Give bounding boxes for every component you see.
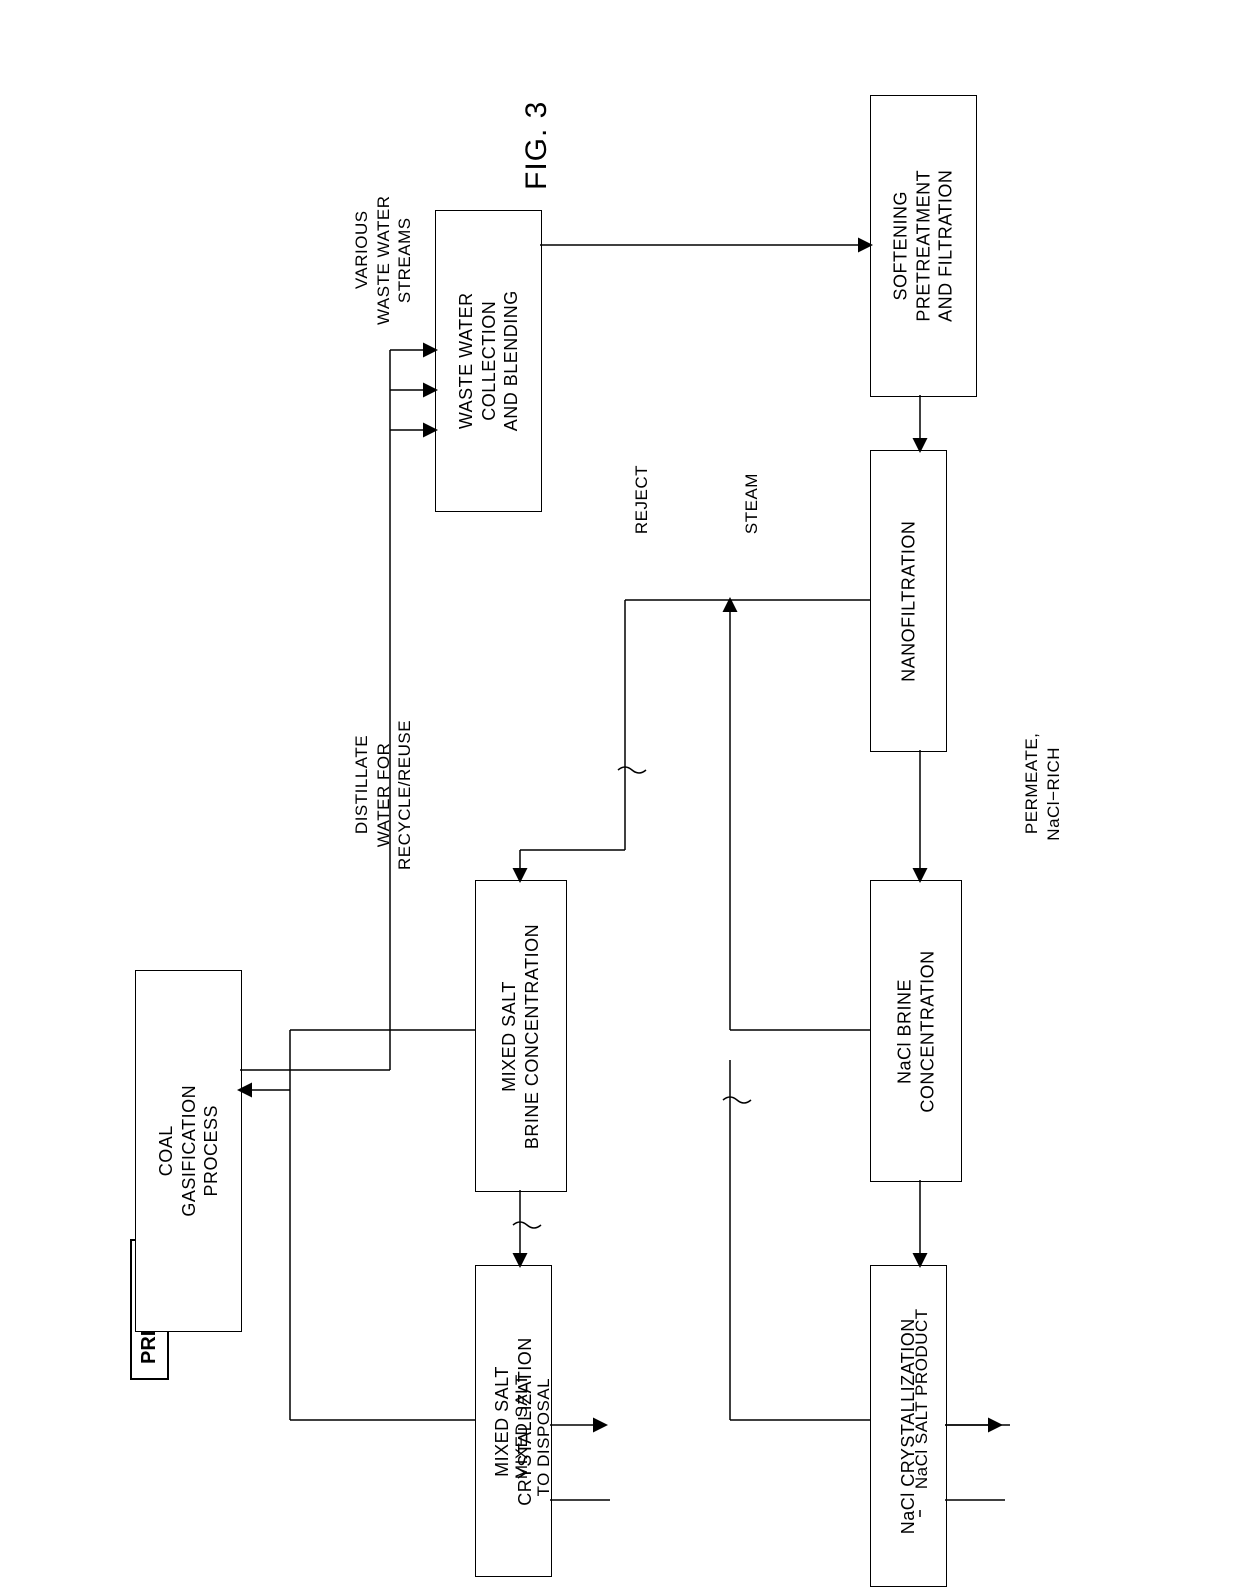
box-nacl-conc-label: NaCl BRINE CONCENTRATION (894, 950, 939, 1112)
label-distillate-text: DISTILLATE WATER FOR RECYCLE/REUSE (352, 720, 414, 870)
box-nano-label: NANOFILTRATION (897, 520, 920, 681)
label-reject: REJECT (610, 465, 674, 555)
box-waste-water: WASTE WATER COLLECTION AND BLENDING (435, 210, 542, 512)
label-reject-text: REJECT (632, 465, 651, 534)
label-permeate: PERMEATE, NaCl−RICH (1000, 733, 1085, 855)
label-permeate-text: PERMEATE, NaCl−RICH (1022, 733, 1062, 841)
figure-title-text: FIG. 3 (520, 101, 553, 190)
label-distillate: DISTILLATE WATER FOR RECYCLE/REUSE (330, 720, 436, 870)
box-coal-label: COAL GASIFICATION PROCESS (155, 1085, 223, 1217)
box-nacl-concentration: NaCl BRINE CONCENTRATION (870, 880, 962, 1182)
box-nanofiltration: NANOFILTRATION (870, 450, 947, 752)
box-softening: SOFTENING PRETREATMENT AND FILTRATION (870, 95, 977, 397)
page: FIG. 3 PRIOR ART COAL GASIFICATION PROCE… (0, 0, 1240, 1517)
label-nacl-product: NaCl SALT PRODUCT (890, 1308, 954, 1510)
label-various-streams: VARIOUS WASTE WATER STREAMS (330, 195, 436, 325)
box-softening-label: SOFTENING PRETREATMENT AND FILTRATION (890, 170, 958, 322)
box-coal-gasification: COAL GASIFICATION PROCESS (135, 970, 242, 1332)
label-mixed-salt-out: MIXED SALT TO DISPOSAL (490, 1374, 575, 1500)
box-waste-label: WASTE WATER COLLECTION AND BLENDING (455, 290, 523, 431)
figure-title: FIG. 3 (520, 101, 554, 190)
label-steam-text: STEAM (742, 473, 761, 534)
box-mix-conc-label: MIXED SALT BRINE CONCENTRATION (499, 923, 544, 1148)
box-mixed-concentration: MIXED SALT BRINE CONCENTRATION (475, 880, 567, 1192)
label-various-text: VARIOUS WASTE WATER STREAMS (352, 195, 414, 325)
label-mixed-out-text: MIXED SALT TO DISPOSAL (512, 1374, 552, 1496)
label-nacl-out-text: NaCl SALT PRODUCT (912, 1308, 931, 1489)
label-steam: STEAM (720, 473, 784, 555)
